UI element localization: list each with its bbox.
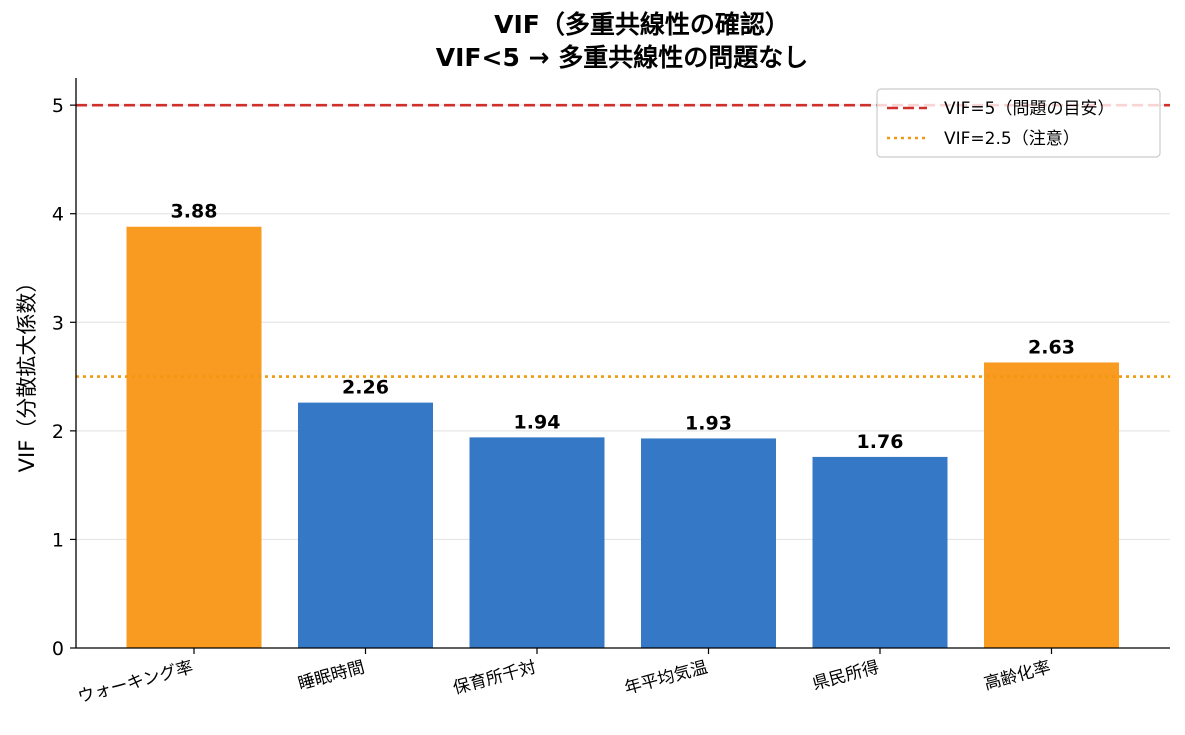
bar [641, 438, 776, 648]
bar [812, 456, 948, 648]
legend-box [876, 88, 1161, 158]
x-tick-label: 年平均気温 [623, 658, 710, 699]
y-tick-label: 3 [52, 312, 64, 334]
y-tick-label: 0 [52, 638, 64, 660]
legend-label: VIF=5（問題の目安） [944, 99, 1114, 119]
bars [126, 226, 1119, 648]
bar [984, 362, 1119, 648]
y-ticks: 0 1 2 3 4 5 [52, 95, 76, 660]
data-label: 3.88 [171, 201, 218, 223]
axes [75, 78, 1170, 649]
x-tick-label: 高齢化率 [982, 658, 1053, 695]
legend: VIF=5（問題の目安） VIF=2.5（注意） [876, 88, 1161, 158]
y-tick-label: 5 [52, 95, 64, 117]
data-labels: 3.88 2.26 1.94 1.93 1.76 2.63 [171, 201, 1075, 453]
y-tick-label: 4 [52, 204, 64, 226]
legend-label: VIF=2.5（注意） [944, 129, 1080, 149]
x-tick-label: 睡眠時間 [296, 658, 367, 695]
data-label: 1.94 [514, 411, 561, 433]
chart-title-line-1: VIF（多重共線性の確認） [494, 10, 790, 39]
y-tick-label: 1 [52, 529, 64, 551]
chart-title-line-2: VIF<5 → 多重共線性の問題なし [436, 43, 808, 72]
data-label: 2.26 [342, 377, 389, 399]
y-tick-label: 2 [52, 421, 64, 443]
x-ticks: ウォーキング率 睡眠時間 保育所千対 年平均気温 県民所得 高齢化率 [76, 648, 1053, 707]
bar [298, 402, 433, 648]
bar [126, 226, 262, 648]
data-label: 1.93 [685, 412, 732, 434]
x-tick-label: 保育所千対 [451, 658, 538, 699]
data-label: 1.76 [857, 431, 904, 453]
x-tick-label: ウォーキング率 [76, 658, 196, 708]
bar [469, 437, 605, 648]
y-axis-label: VIF（分散拡大係数） [15, 272, 39, 473]
x-tick-label: 県民所得 [810, 658, 881, 695]
reference-lines [76, 103, 1170, 378]
data-label: 2.63 [1028, 336, 1075, 358]
